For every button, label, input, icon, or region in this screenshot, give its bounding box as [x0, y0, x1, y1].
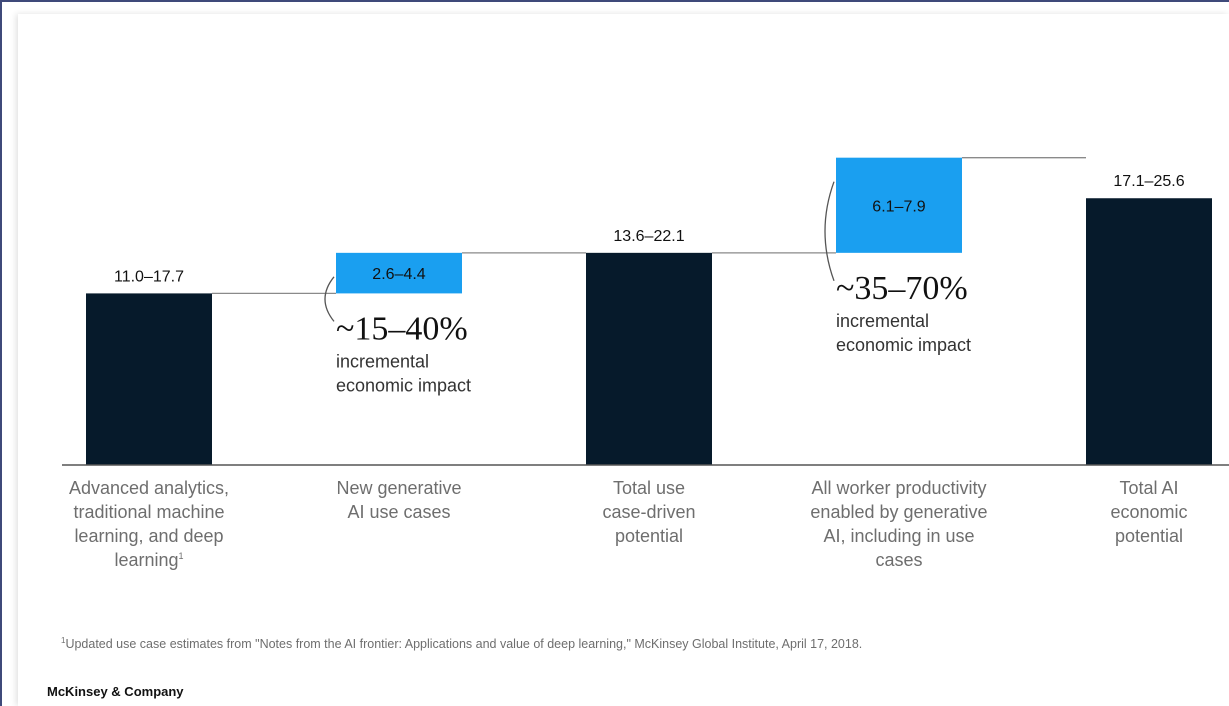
category-label: Total use case-driven potential	[529, 476, 769, 548]
category-label-line: potential	[1114, 526, 1184, 546]
category-label-line: New generative	[336, 478, 462, 498]
category-label-line: traditional machine	[73, 502, 225, 522]
category-label-line: Advanced analytics,	[68, 478, 230, 498]
bracket-icon	[324, 276, 335, 322]
category-label-line: case-driven	[602, 502, 696, 522]
annotation-text: economic impact	[836, 335, 971, 355]
category-label-line: economic	[1110, 502, 1188, 522]
increment-bar	[336, 252, 462, 294]
value-label: 17.1–25.6	[1113, 173, 1184, 190]
category-label-line: Total use	[612, 478, 686, 498]
category-label: Total AI economic potential	[1029, 476, 1229, 548]
total-bar	[586, 252, 712, 465]
category-label: Advanced analytics, traditional machine le…	[29, 476, 269, 572]
annotation-percent: ~35–70%	[836, 270, 968, 307]
waterfall-chart: 11.0–17.7 2.6–4.4 13.6–22.1 6.1–7.9 17.1–25.…	[62, 157, 1229, 466]
bracket-icon	[824, 181, 835, 282]
footnote: 1Updated use case estimates from "Notes …	[61, 635, 863, 651]
total-bar	[1086, 198, 1212, 466]
footnote-text: Updated use case estimates from "Notes f…	[65, 637, 863, 651]
category-label-line: AI use cases	[347, 502, 451, 522]
category-label-line: cases	[875, 550, 923, 570]
annotation-text: incremental	[336, 351, 429, 371]
annotation-text: incremental	[836, 311, 929, 331]
category-label-line: All worker productivity	[811, 478, 987, 498]
annotation-text: economic impact	[336, 375, 471, 395]
value-label: 2.6–4.4	[372, 266, 425, 283]
category-label-line: potential	[614, 526, 684, 546]
category-label: New generative AI use cases	[279, 476, 519, 524]
footnote-marker: 1	[61, 635, 66, 645]
increment-bar	[836, 157, 962, 253]
value-label: 6.1–7.9	[872, 198, 925, 215]
brand-name: McKinsey & Company	[47, 684, 184, 699]
value-label: 11.0–17.7	[114, 268, 184, 285]
category-label-line: enabled by generative	[810, 502, 988, 522]
chart-page: 11.0–17.7 2.6–4.4 13.6–22.1 6.1–7.9 17.1–25.…	[18, 14, 1229, 706]
category-label-line: learning1	[114, 550, 184, 570]
value-label: 13.6–22.1	[613, 228, 684, 245]
category-label-line: learning, and deep	[74, 526, 224, 546]
category-label: All worker productivity enabled by genera…	[779, 476, 1019, 572]
category-footnote-marker: 1	[178, 551, 184, 561]
total-bar	[86, 293, 212, 465]
annotation-percent: ~15–40%	[336, 310, 468, 347]
category-label-line: AI, including in use	[823, 526, 975, 546]
category-label-line: Total AI	[1119, 478, 1179, 498]
